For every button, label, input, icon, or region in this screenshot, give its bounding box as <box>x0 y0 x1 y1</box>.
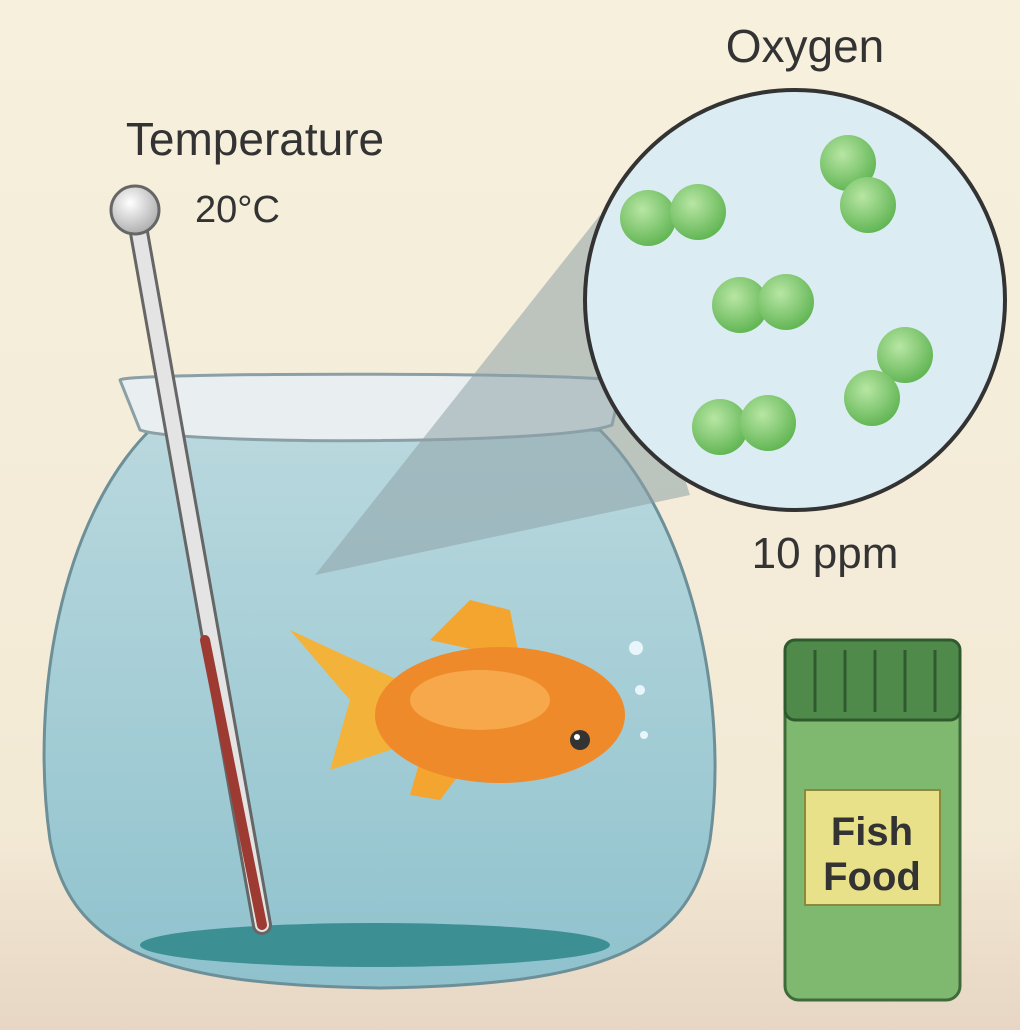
temperature-label: Temperature <box>126 113 384 165</box>
oxygen-label: Oxygen <box>726 20 885 72</box>
oxygen-value: 10 ppm <box>752 529 899 578</box>
jar-label: Food <box>823 855 921 899</box>
temperature-value: 20°C <box>195 189 280 231</box>
fish-food-jar <box>783 638 962 1002</box>
oxygen-molecules <box>620 135 933 455</box>
goldfish <box>290 600 648 800</box>
thermometer <box>109 184 272 935</box>
bowl-bottom <box>140 923 610 967</box>
jar-label: Fish <box>831 810 913 854</box>
